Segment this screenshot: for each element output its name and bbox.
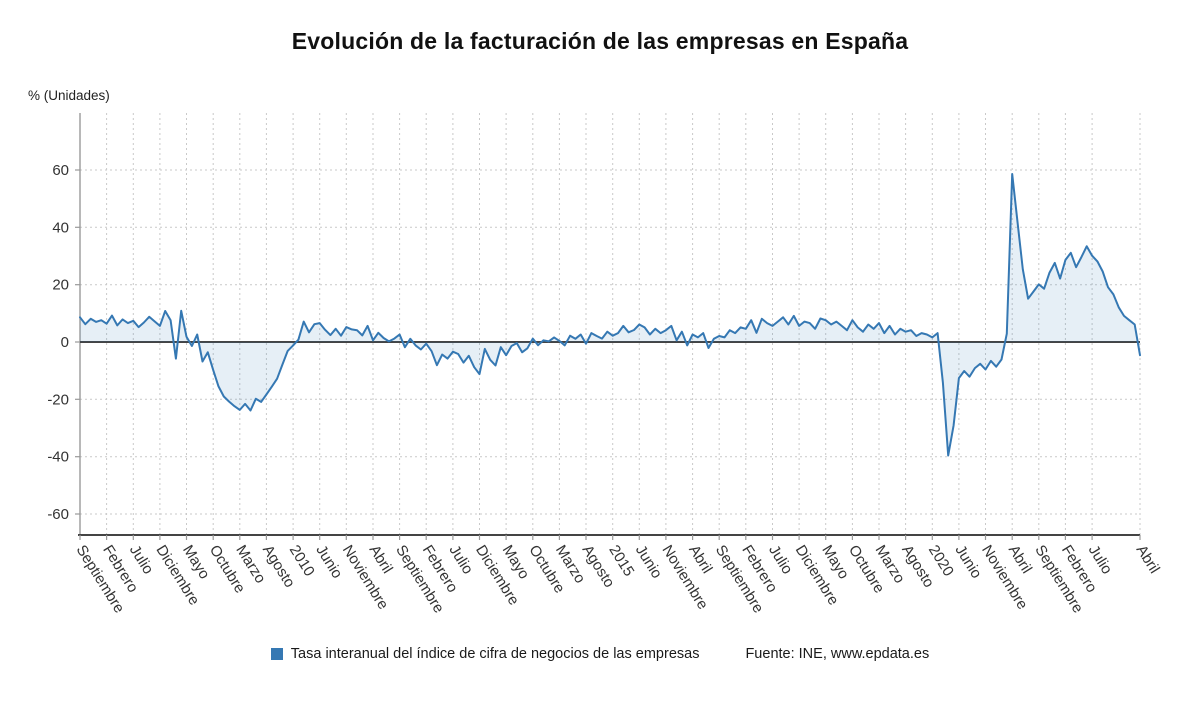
x-axis-labels: SeptiembreFebreroJulioDiciembreMayoOctub… xyxy=(73,535,1163,616)
y-tick-label: -60 xyxy=(47,506,69,523)
x-tick-label: Junio xyxy=(952,542,985,581)
series-area xyxy=(80,174,1140,456)
series-line xyxy=(79,173,1141,457)
y-axis-labels: 60 40 20 0 -20 -40 -60 xyxy=(47,162,80,523)
y-tick-label: 20 xyxy=(52,277,69,294)
y-tick-label: -40 xyxy=(47,449,69,466)
gridlines xyxy=(79,113,1141,535)
legend-swatch-icon xyxy=(270,648,283,660)
legend-bar: Tasa interanual del índice de cifra de n… xyxy=(0,646,1200,662)
y-tick-label: 40 xyxy=(52,219,69,236)
legend-item-series[interactable]: Tasa interanual del índice de cifra de n… xyxy=(270,646,700,662)
chart-title: Evolución de la facturación de las empre… xyxy=(291,28,909,54)
x-tick-label: Abril xyxy=(1133,542,1163,576)
legend-series-label: Tasa interanual del índice de cifra de n… xyxy=(290,646,700,662)
y-tick-label: -20 xyxy=(47,391,69,408)
x-tick-label: Junio xyxy=(632,542,665,581)
x-tick-label: Junio xyxy=(312,542,345,581)
y-tick-label: 60 xyxy=(52,162,69,179)
y-axis-unit-label: % (Unidades) xyxy=(28,88,110,103)
source-note: Fuente: INE, www.epdata.es xyxy=(745,646,930,662)
y-tick-label: 0 xyxy=(61,334,69,351)
